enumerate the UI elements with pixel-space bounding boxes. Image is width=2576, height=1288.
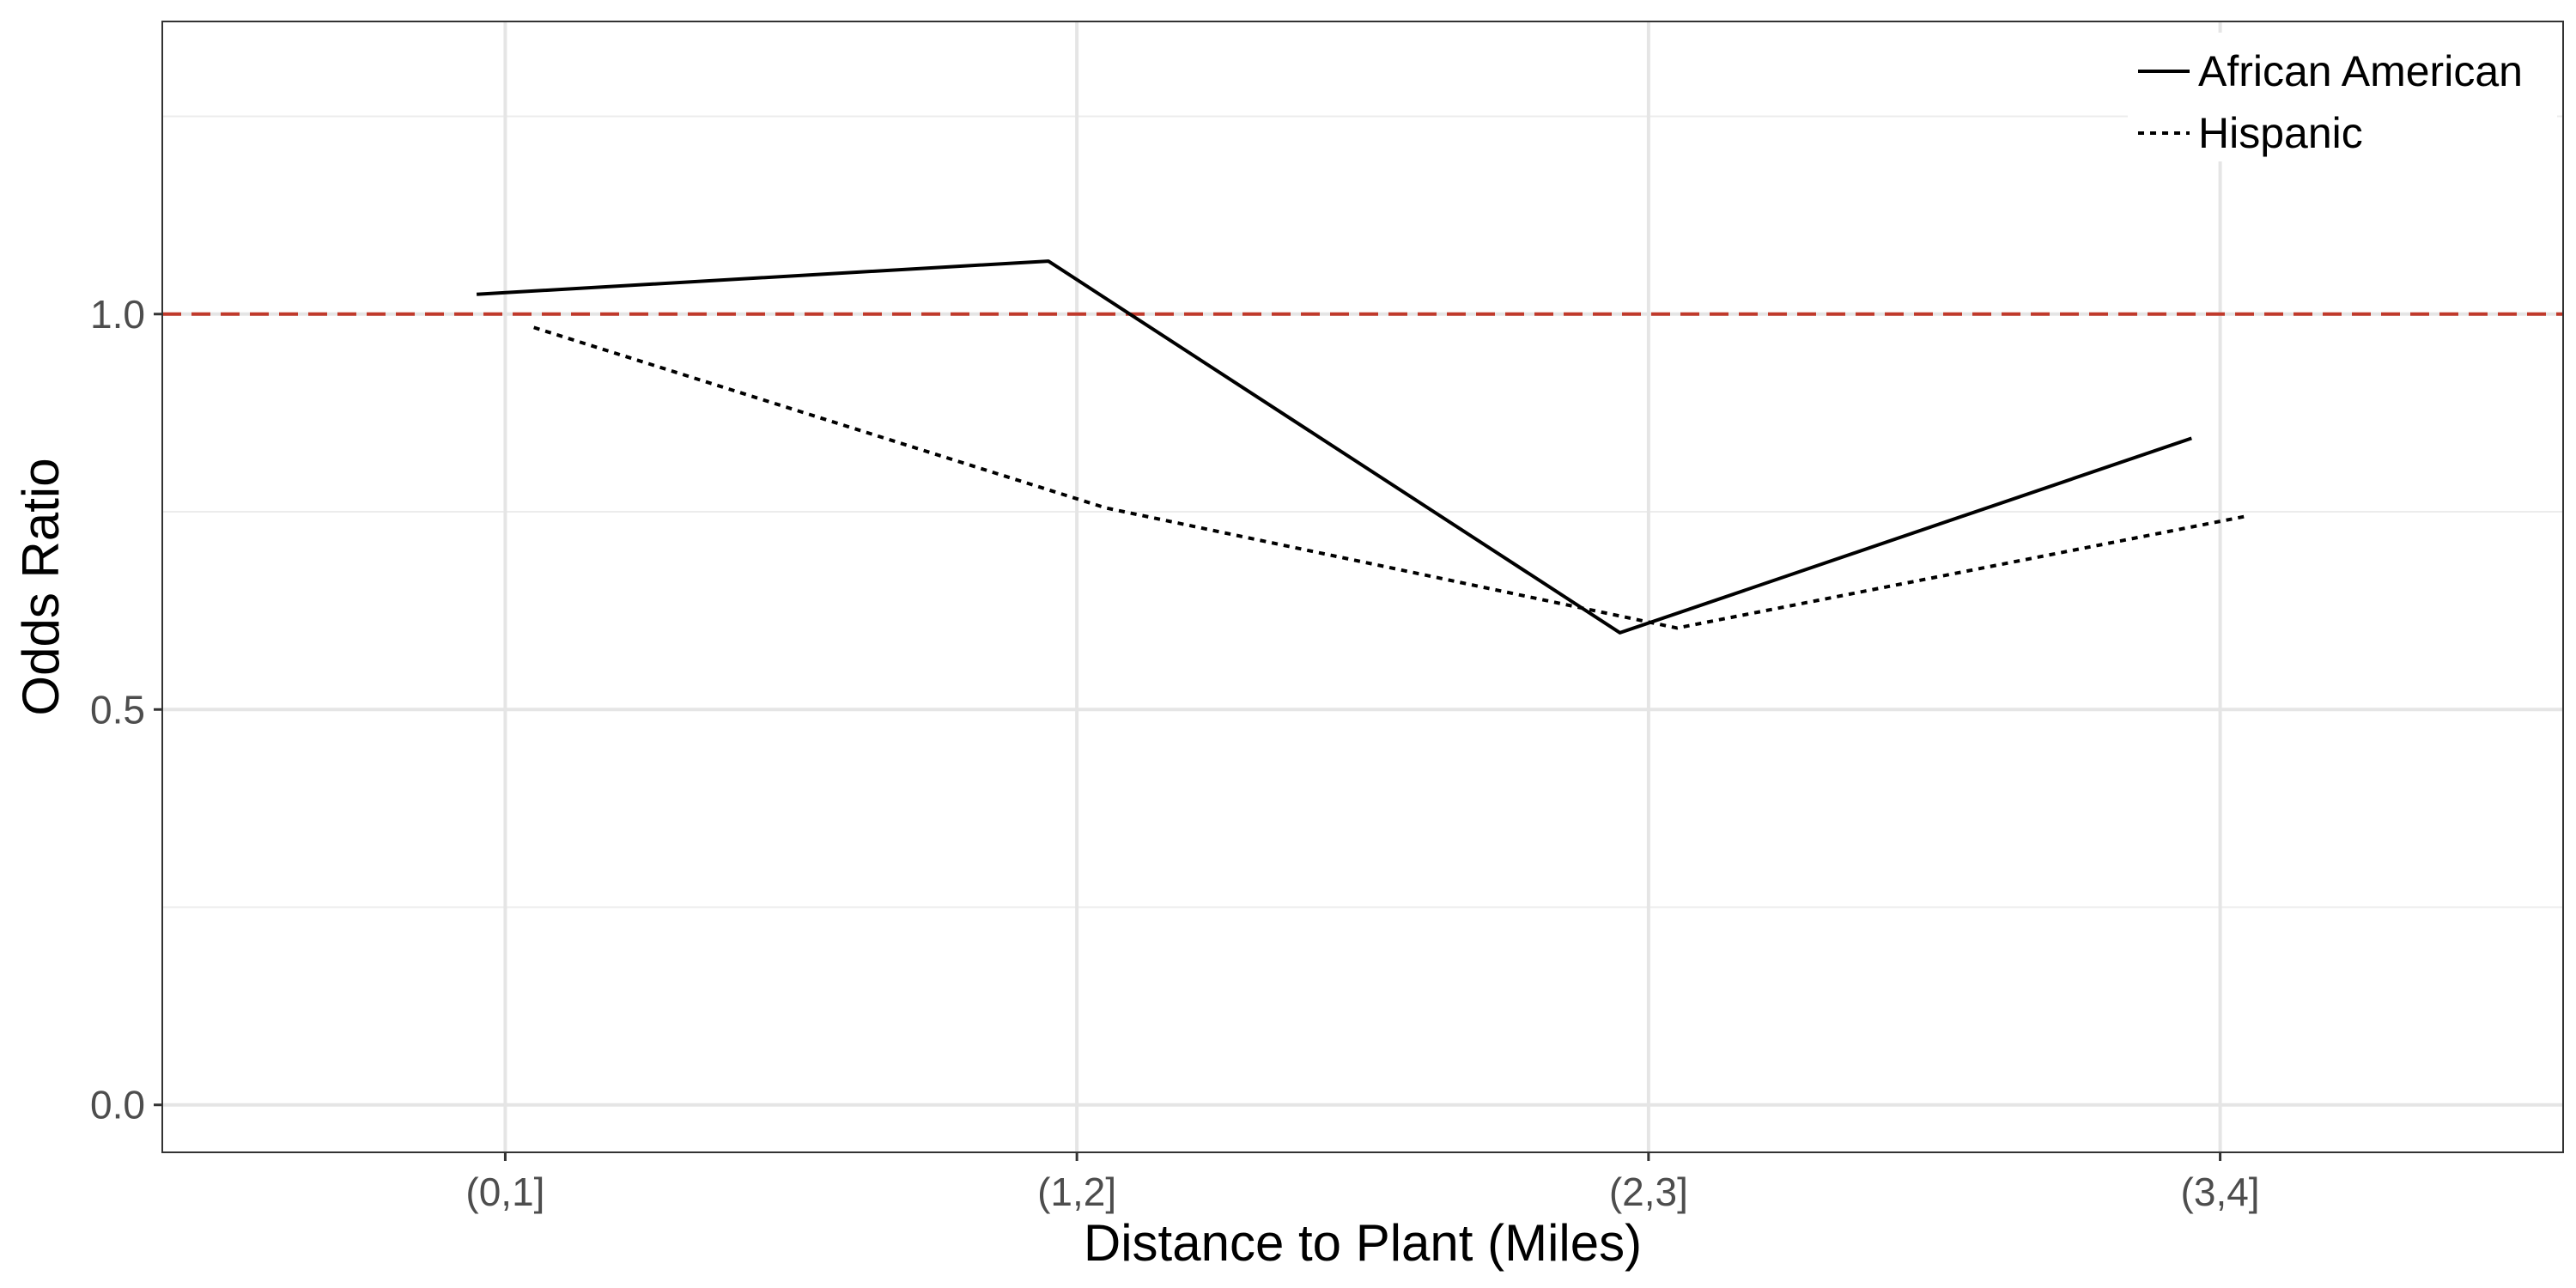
y-tick-label: 1.0 — [90, 292, 145, 337]
x-tick-label: (1,2] — [1037, 1170, 1116, 1214]
grid — [162, 21, 2563, 1152]
series-line-hispanic — [533, 325, 2250, 630]
series-layer — [476, 259, 2250, 635]
y-tick-label: 0.0 — [90, 1083, 145, 1127]
legend-label: Hispanic — [2198, 109, 2363, 157]
series-line-african-american — [476, 259, 2192, 635]
legend: African American Hispanic — [2128, 33, 2557, 161]
legend-label: African American — [2198, 47, 2523, 95]
y-axis-title: Odds Ratio — [12, 458, 70, 715]
x-axis-ticks: (0,1] (1,2] (2,3] (3,4] — [465, 1152, 2260, 1214]
x-axis-title: Distance to Plant (Miles) — [1084, 1214, 1642, 1272]
legend-background — [2128, 33, 2557, 161]
x-tick-label: (3,4] — [2181, 1170, 2260, 1214]
plot-panel-border — [161, 21, 2564, 1153]
y-tick-label: 0.5 — [90, 687, 145, 732]
y-axis-ticks: 0.0 0.5 1.0 — [90, 292, 162, 1127]
x-tick-label: (0,1] — [465, 1170, 544, 1214]
x-tick-label: (2,3] — [1609, 1170, 1688, 1214]
